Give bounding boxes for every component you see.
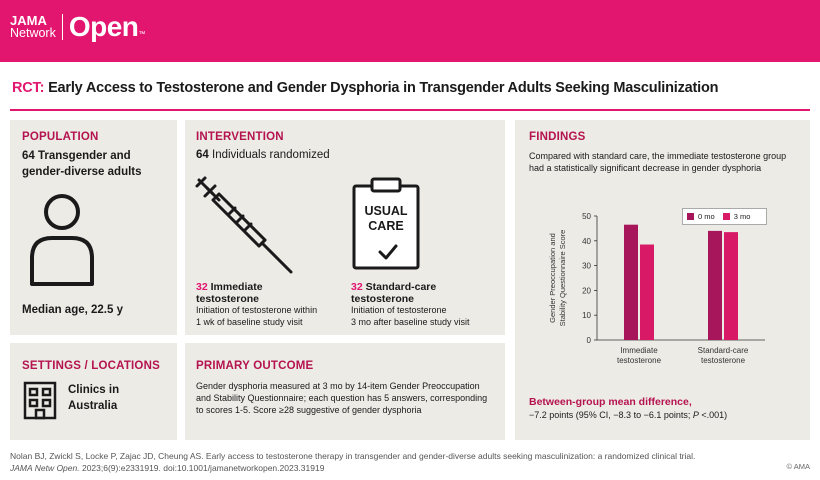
outcome-heading: PRIMARY OUTCOME [196, 360, 314, 372]
y-tick-label: 10 [582, 311, 591, 320]
y-tick-label: 20 [582, 286, 591, 295]
bar-3mo-1 [724, 232, 738, 340]
citation-line1: Nolan BJ, Zwickl S, Locke P, Zajac JD, C… [10, 451, 696, 461]
standard-n: 32 [351, 281, 363, 293]
legend-swatch-3mo [722, 213, 730, 220]
settings-heading: SETTINGS / LOCATIONS [22, 360, 160, 372]
clipboard-icon [352, 177, 420, 270]
immediate-group: 32 Immediate testosterone Initiation of … [196, 281, 346, 328]
logo-tm: ™ [138, 31, 146, 38]
title-prefix: RCT: [12, 80, 45, 96]
population-heading: POPULATION [22, 131, 99, 143]
citation-line2: JAMA Netw Open. 2023;6(9):e2331919. doi:… [10, 463, 325, 473]
y-axis-label: Gender Preoccupation andStability Questi… [548, 230, 567, 327]
bar-0mo-0 [624, 224, 638, 340]
standard-desc1: Initiation of testosterone [351, 305, 447, 315]
legend-label-3mo: 3 mo [733, 212, 751, 221]
immediate-label2: testosterone [196, 293, 260, 305]
immediate-desc2: 1 wk of baseline study visit [196, 316, 303, 327]
bar-0mo-1 [708, 230, 722, 340]
immediate-desc1: Initiation of testosterone within [196, 305, 318, 315]
x-tick-label: Standard-care testosterone [698, 346, 749, 365]
chart-axes [594, 215, 765, 341]
diff-heading: Between-group mean difference, [529, 396, 692, 408]
person-icon [30, 194, 94, 286]
logo-network: Network [10, 26, 56, 40]
bar-chart: 0 10 20 30 40 50 Gender Preoccupation andStabi… [548, 212, 765, 365]
population-panel: POPULATION 64 Transgender and gender-div… [10, 120, 177, 335]
outcome-line2: and Stability Questionnaire; each questi… [196, 393, 488, 403]
x-tick-label: Immediate testosterone [617, 346, 662, 365]
copyright: © AMA [786, 462, 810, 471]
legend-label-0mo: 0 mo [698, 212, 715, 221]
logo-jama: JAMA [10, 13, 47, 28]
randomized-count: 64 [196, 149, 209, 161]
y-tick-label: 30 [582, 262, 591, 271]
usual-card-line1: USUAL [364, 204, 408, 218]
randomized-text: Individuals randomized [212, 149, 330, 161]
jama-network-open-logo[interactable]: JAMA Network Open ™ [10, 12, 145, 42]
median-age: Median age, 22.5 y [22, 304, 123, 316]
randomized-line: 64 Individuals randomized [196, 149, 330, 161]
usual-card-line2: CARE [368, 219, 404, 233]
outcome-panel: PRIMARY OUTCOME Gender dysphoria measure… [185, 343, 505, 440]
immediate-label1: 32 Immediate [196, 281, 263, 293]
population-line1: 64 Transgender and [22, 150, 131, 162]
page-title: RCT: Early Access to Testosterone and Ge… [12, 80, 808, 96]
outcome-line3: to scores 1-5. Score ≥28 suggestive of g… [196, 405, 422, 415]
intervention-heading: INTERVENTION [196, 131, 284, 143]
standard-group: 32 Standard-care testosterone Initiation… [351, 281, 501, 328]
findings-heading: FINDINGS [529, 131, 586, 143]
intervention-panel: INTERVENTION 64 Individuals randomized [185, 120, 505, 335]
usual-care-card: USUAL CARE [350, 204, 422, 234]
logo-left: JAMA Network [10, 14, 63, 40]
building-icon [23, 381, 57, 420]
immediate-n: 32 [196, 281, 208, 293]
chart-legend: 0 mo 3 mo [682, 208, 767, 225]
settings-line1: Clinics in [68, 384, 120, 396]
header-bar: JAMA Network Open ™ [0, 0, 820, 62]
chart-labels: 0 10 20 30 40 50 Gender Preoccupation andStabi… [548, 212, 749, 365]
settings-panel: SETTINGS / LOCATIONS Clinics in Australi… [10, 343, 177, 440]
standard-label1: 32 Standard-care [351, 281, 437, 293]
outcome-line1: Gender dysphoria measured at 3 mo by 14-… [196, 381, 480, 391]
findings-line2: had a statistically significant decrease… [529, 163, 762, 173]
findings-line1: Compared with standard care, the immedia… [529, 151, 787, 161]
bar-3mo-0 [640, 244, 654, 340]
population-line2: gender-diverse adults [22, 166, 142, 178]
y-tick-label: 0 [587, 336, 592, 345]
syringe-icon [195, 176, 293, 274]
findings-panel: FINDINGS Compared with standard care, th… [515, 120, 810, 440]
standard-label2: testosterone [351, 293, 415, 305]
legend-swatch-0mo [687, 213, 694, 220]
y-tick-label: 50 [582, 212, 591, 221]
y-tick-label: 40 [582, 237, 591, 246]
standard-desc2: 3 mo after baseline study visit [351, 316, 470, 327]
citation: Nolan BJ, Zwickl S, Locke P, Zajac JD, C… [10, 450, 810, 474]
diff-text: −7.2 points (95% CI, −8.3 to −6.1 points… [529, 410, 728, 420]
chart-bars [624, 224, 738, 340]
logo-open: Open [68, 11, 139, 42]
title-text: Early Access to Testosterone and Gender … [48, 80, 719, 96]
title-divider [10, 109, 810, 111]
settings-line2: Australia [68, 400, 118, 412]
